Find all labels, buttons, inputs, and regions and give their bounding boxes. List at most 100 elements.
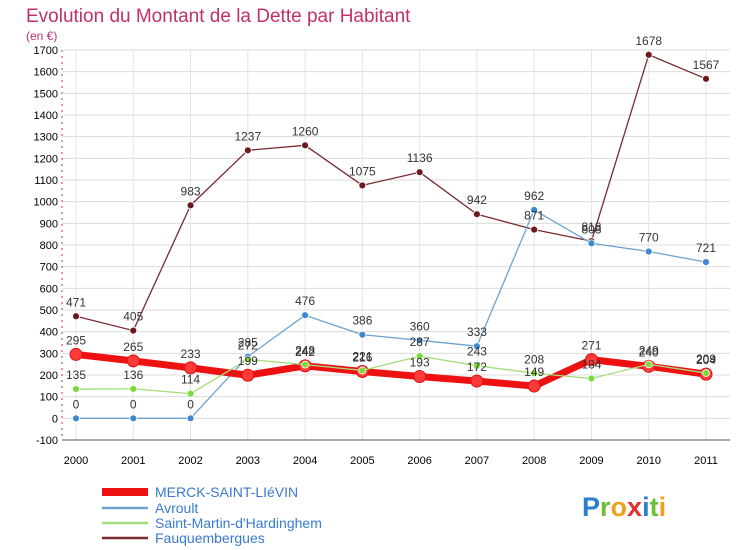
y-tick-label: 800 xyxy=(40,240,58,252)
data-point xyxy=(186,414,195,423)
x-tick-label: 2010 xyxy=(636,455,660,467)
y-tick-label: 900 xyxy=(40,218,58,230)
data-point xyxy=(129,414,138,423)
grid xyxy=(62,49,730,441)
data-label: 386 xyxy=(352,314,372,328)
data-label: 871 xyxy=(524,209,544,223)
data-label: 1260 xyxy=(292,124,319,138)
data-label: 193 xyxy=(410,356,430,370)
data-point xyxy=(301,311,309,320)
data-point xyxy=(530,225,539,234)
data-point xyxy=(301,360,309,369)
y-tick-label: 1300 xyxy=(34,132,58,144)
data-label: 248 xyxy=(295,344,315,358)
data-label: 721 xyxy=(696,241,716,255)
data-point xyxy=(644,360,653,369)
series xyxy=(69,50,713,423)
x-tick-label: 2004 xyxy=(293,455,317,467)
data-point xyxy=(243,146,252,155)
x-tick-label: 2005 xyxy=(350,455,374,467)
x-tick-label: 2000 xyxy=(64,455,88,467)
data-point xyxy=(702,74,710,83)
data-point xyxy=(413,370,427,384)
legend-label: Fauquembergues xyxy=(155,530,265,546)
data-point xyxy=(587,374,596,383)
data-point xyxy=(243,355,252,364)
data-point xyxy=(186,389,195,398)
data-point xyxy=(415,352,424,361)
y-tick-label: 1400 xyxy=(34,110,58,122)
x-tick-label: 2007 xyxy=(465,455,489,467)
data-label: 199 xyxy=(238,354,258,368)
data-label: 0 xyxy=(187,397,194,411)
y-tick-label: 1500 xyxy=(34,88,58,100)
data-point xyxy=(470,374,484,388)
legend-label: Avroult xyxy=(155,500,198,516)
data-point xyxy=(358,366,367,375)
data-label: 285 xyxy=(238,336,258,350)
data-label: 208 xyxy=(524,352,544,366)
y-tick-label: 700 xyxy=(40,262,58,274)
y-tick-label: 600 xyxy=(40,283,58,295)
data-point xyxy=(530,369,539,378)
data-label: 1075 xyxy=(349,164,376,178)
data-point xyxy=(702,258,710,267)
data-label: 271 xyxy=(581,339,601,353)
data-point xyxy=(584,353,598,367)
data-point xyxy=(72,385,80,393)
data-label: 216 xyxy=(352,351,372,365)
data-point xyxy=(644,247,653,256)
x-tick-label: 2006 xyxy=(407,455,431,467)
data-label: 1136 xyxy=(407,151,433,165)
data-point xyxy=(473,210,481,219)
data-point xyxy=(473,361,481,370)
data-label: 172 xyxy=(467,360,487,374)
data-label: 149 xyxy=(524,365,544,379)
data-point xyxy=(69,347,83,361)
y-tick-label: 300 xyxy=(40,348,58,360)
data-point xyxy=(358,181,367,190)
x-tick-label: 2011 xyxy=(694,455,718,467)
y-tick-label: 200 xyxy=(40,370,58,382)
data-point xyxy=(473,342,481,351)
data-point xyxy=(415,168,424,177)
y-tick-label: 1100 xyxy=(34,175,58,187)
legend: MERCK-SAINT-LIéVINAvroultSaint-Martin-d'… xyxy=(102,484,322,546)
data-point xyxy=(358,330,367,339)
y-tick-label: 100 xyxy=(40,392,58,404)
x-tick-label: 2003 xyxy=(236,455,260,467)
data-point xyxy=(702,369,710,377)
y-tick-label: -100 xyxy=(36,435,58,447)
data-label: 233 xyxy=(181,347,201,361)
data-point xyxy=(241,368,255,382)
series-line-0 xyxy=(72,350,710,390)
data-label: 242 xyxy=(295,345,315,359)
proxiti-logo: Proxiti xyxy=(582,492,666,522)
x-tick-label: 2001 xyxy=(121,455,145,467)
series-line-3 xyxy=(75,54,707,332)
data-label: 360 xyxy=(410,319,430,333)
data-label: 770 xyxy=(639,231,659,245)
axes: -100010020030040050060070080090010001100… xyxy=(34,45,730,467)
data-point xyxy=(72,312,80,321)
svg-text:Proxiti: Proxiti xyxy=(582,492,666,522)
chart-title: Evolution du Montant de la Dette par Hab… xyxy=(26,6,411,27)
data-point xyxy=(129,326,138,335)
y-tick-label: 1200 xyxy=(34,153,58,165)
data-point xyxy=(587,239,596,248)
y-tick-label: 1600 xyxy=(34,67,58,79)
chart-subtitle: (en €) xyxy=(26,29,57,43)
series-line-1 xyxy=(75,209,707,419)
data-label: 240 xyxy=(639,345,659,359)
data-label: 184 xyxy=(581,357,601,371)
data-point xyxy=(72,414,80,423)
data-label: 204 xyxy=(696,353,716,367)
data-label: 333 xyxy=(467,325,487,339)
y-tick-label: 1000 xyxy=(34,197,58,209)
data-label: 983 xyxy=(181,184,201,198)
data-label: 295 xyxy=(66,333,86,347)
data-label: 476 xyxy=(295,294,315,308)
data-label: 942 xyxy=(467,193,487,207)
